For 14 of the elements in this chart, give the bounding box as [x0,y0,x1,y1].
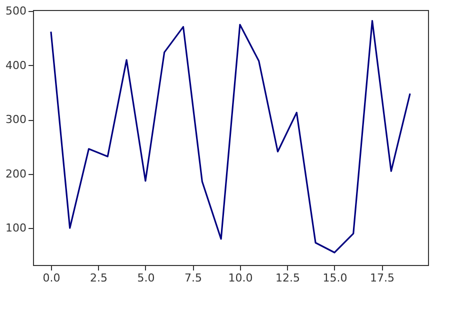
line-series [50,20,411,254]
x-tick-label: 2.5 [90,272,108,284]
x-tick-label: 5.0 [137,272,155,284]
x-tick-label: 7.5 [184,272,202,284]
x-tick-label: 15.0 [322,272,348,284]
x-tick-label: 12.5 [275,272,300,284]
y-tick-label: 500 [6,4,26,18]
x-tick-label: 10.0 [228,272,253,284]
x-tick-label: 0.0 [42,272,60,284]
y-tick-label: 200 [6,167,26,180]
y-tick-label: 300 [6,113,26,126]
x-tick-label: 17.5 [370,272,394,284]
y-tick-label: 400 [6,58,26,72]
y-tick-label: 100 [6,222,26,235]
